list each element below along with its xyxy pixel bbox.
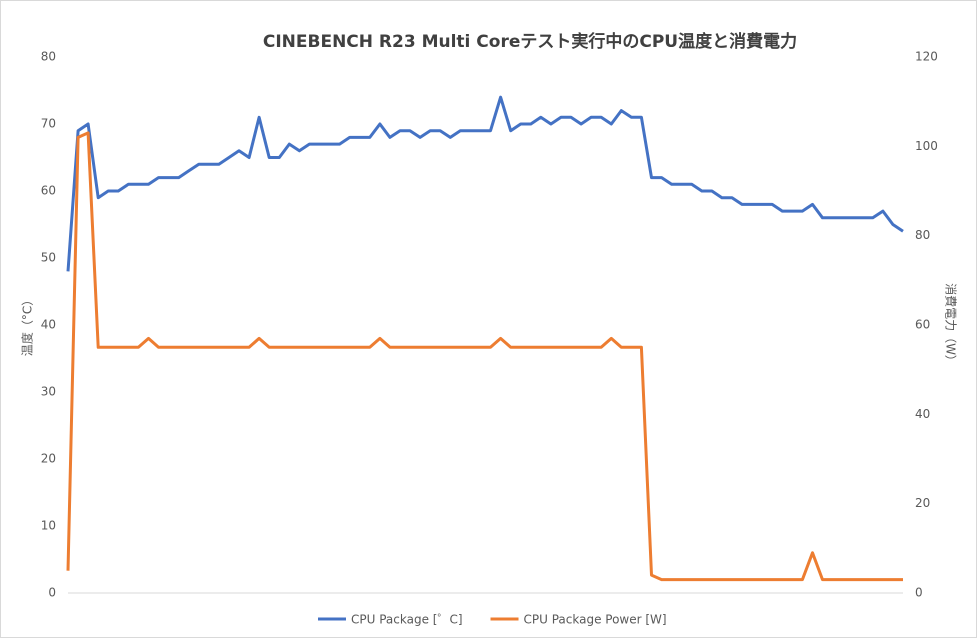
y2-tick-label: 120 <box>915 50 938 64</box>
y2-tick-label: 40 <box>915 407 930 421</box>
y2-tick-label: 80 <box>915 228 930 242</box>
y-tick-label: 60 <box>41 184 56 198</box>
y-tick-label: 10 <box>41 519 56 533</box>
y-tick-label: 40 <box>41 318 56 332</box>
y-tick-label: 80 <box>41 50 56 64</box>
y-axis-title: 温度（°C） <box>20 294 35 356</box>
y-tick-label: 30 <box>41 385 56 399</box>
y2-tick-label: 100 <box>915 139 938 153</box>
y2-tick-label: 60 <box>915 318 930 332</box>
y2-tick-label: 20 <box>915 496 930 510</box>
chart-title: CINEBENCH R23 Multi Coreテスト実行中のCPU温度と消費電… <box>263 31 797 52</box>
series-line <box>66 131 903 582</box>
y-tick-label: 20 <box>41 452 56 466</box>
y2-tick-label: 0 <box>915 586 923 600</box>
y2-axis-title: 消費電力（W） <box>944 283 959 367</box>
legend-label: CPU Package Power [W] <box>524 613 667 627</box>
y-tick-label: 70 <box>41 117 56 131</box>
series-line <box>66 95 904 272</box>
y-tick-label: 0 <box>48 586 56 600</box>
legend-label: CPU Package [゜C] <box>351 613 463 627</box>
y-tick-label: 50 <box>41 251 56 265</box>
